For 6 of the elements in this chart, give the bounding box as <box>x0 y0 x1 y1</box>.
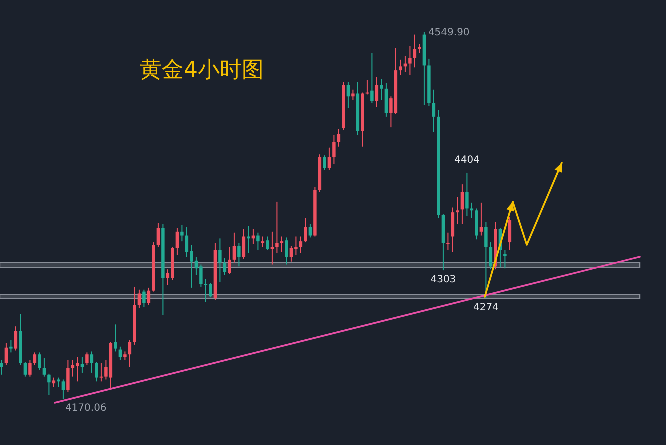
annotation: 4303 <box>430 274 456 286</box>
annotation: 4274 <box>473 302 499 314</box>
title: 黄金4小时图 <box>140 58 264 83</box>
annotation: 4170.06 <box>65 403 107 414</box>
annotation: 4404 <box>454 154 480 166</box>
annotation: 4549.90 <box>428 28 470 38</box>
